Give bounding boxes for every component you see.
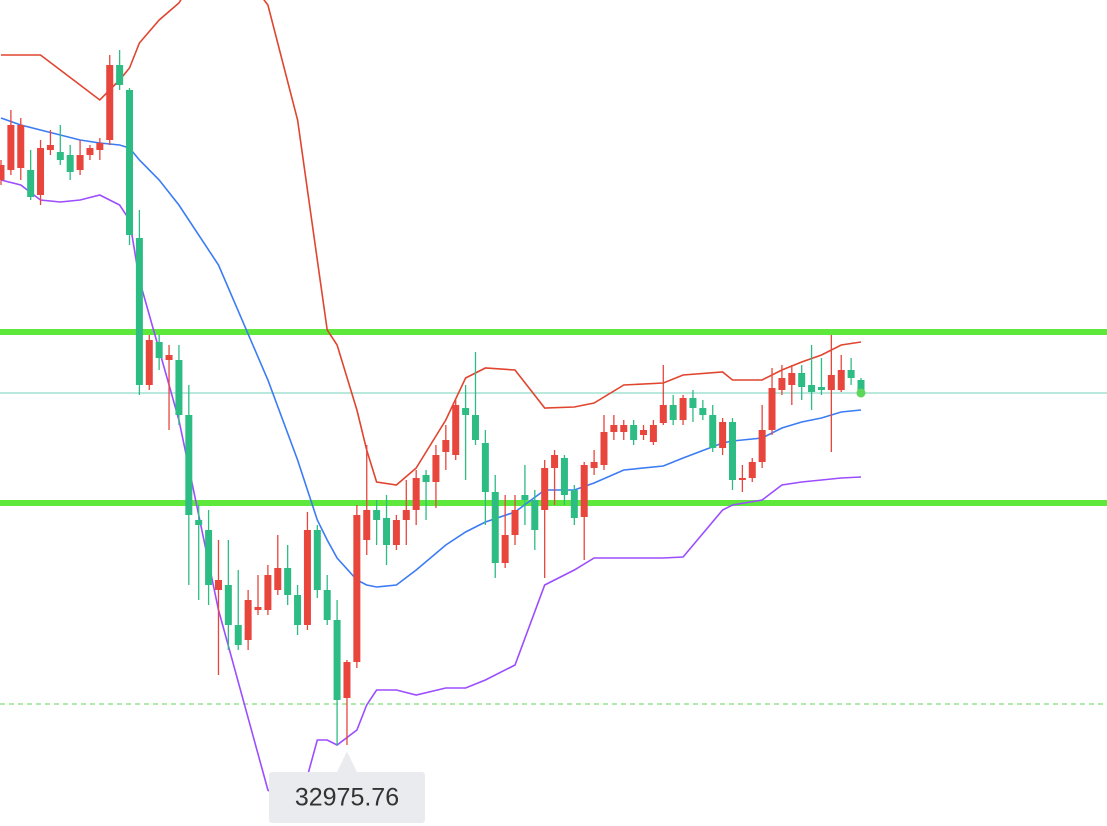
candle-body: [808, 385, 816, 392]
candle-body: [788, 373, 796, 385]
candle-body: [185, 415, 193, 515]
candle-body: [313, 530, 321, 590]
annotation-box: [268, 751, 425, 823]
candle-body: [116, 65, 124, 85]
candle-body: [106, 65, 114, 140]
candle-body: [27, 170, 35, 197]
candle-body: [135, 238, 143, 385]
candle-body: [214, 580, 222, 590]
candle-body: [392, 520, 400, 545]
candle-body: [541, 468, 549, 510]
candle-body: [738, 478, 746, 480]
candle-body: [798, 373, 806, 387]
candle-body: [719, 422, 727, 448]
candle-body: [600, 432, 608, 465]
candle-body: [699, 408, 707, 415]
candle-body: [7, 125, 15, 170]
candle-body: [145, 340, 153, 385]
candle-body: [17, 125, 25, 168]
candle-body: [679, 398, 687, 420]
candle-body: [580, 465, 588, 517]
candle-body: [56, 152, 64, 160]
candle-body: [363, 510, 371, 540]
candle-body: [590, 462, 598, 468]
candle-body: [205, 530, 213, 585]
bollinger-band: [0, 117, 862, 588]
candle-body: [46, 145, 54, 150]
candle-body: [728, 422, 736, 480]
candle-body: [86, 148, 94, 155]
candle-body: [224, 585, 232, 625]
candle-body: [531, 500, 539, 530]
annotation-label: 32975.76: [295, 784, 399, 812]
candle-body: [343, 662, 351, 698]
candle-body: [857, 380, 865, 393]
candle-body: [689, 398, 697, 408]
candle-body: [264, 575, 272, 610]
candle-body: [610, 425, 618, 432]
candle-body: [491, 492, 499, 563]
candle-body: [630, 425, 638, 440]
candle-body: [244, 600, 252, 640]
candle-body: [165, 355, 173, 360]
candle-body: [471, 415, 479, 440]
candle-body: [353, 515, 361, 662]
candle-body: [442, 440, 450, 452]
candle-body: [0, 165, 5, 180]
candle-body: [620, 425, 628, 432]
candle-body: [847, 370, 855, 378]
candle-body: [323, 590, 331, 620]
candle-body: [195, 520, 203, 525]
candle-body: [817, 387, 825, 390]
candle-body: [274, 568, 282, 590]
candle-body: [560, 458, 568, 495]
candle-body: [462, 408, 470, 415]
candle-body: [373, 510, 381, 520]
candle-body: [76, 155, 84, 170]
candle-body: [422, 475, 430, 482]
candle-body: [432, 455, 440, 482]
last-price-dot: [856, 388, 866, 398]
candle-body: [402, 510, 410, 520]
candle-body: [284, 568, 292, 595]
candle-body: [254, 607, 262, 610]
candle-body: [521, 495, 529, 500]
candle-body: [412, 478, 420, 510]
candle-body: [758, 430, 766, 462]
candle-body: [126, 90, 134, 235]
candle-body: [303, 530, 311, 625]
candle-body: [827, 375, 835, 390]
candle-body: [481, 443, 489, 492]
candle-body: [383, 518, 391, 545]
candle-body: [640, 430, 648, 435]
candle-body: [768, 388, 776, 430]
candle-body: [649, 425, 657, 442]
candle-body: [37, 148, 45, 195]
candle-body: [659, 405, 667, 423]
candle-body: [511, 510, 519, 535]
candle-body: [709, 415, 717, 448]
candle-body: [778, 378, 786, 390]
candle-body: [748, 462, 756, 478]
candle-body: [452, 405, 460, 455]
bollinger-band: [1, 0, 862, 486]
candle-body: [155, 342, 163, 358]
bollinger-band: [0, 179, 862, 814]
candle-body: [570, 490, 578, 518]
candle-body: [501, 535, 509, 563]
candle-body: [66, 155, 74, 172]
candle-body: [669, 405, 677, 420]
candle-body: [294, 595, 302, 625]
candle-body: [333, 620, 341, 700]
low-annotation: 32975.76: [268, 751, 425, 823]
candle-body: [234, 625, 242, 645]
candle-body: [96, 143, 104, 150]
candle-body: [551, 455, 559, 468]
candle-body: [837, 370, 845, 390]
candle-body: [175, 360, 183, 415]
